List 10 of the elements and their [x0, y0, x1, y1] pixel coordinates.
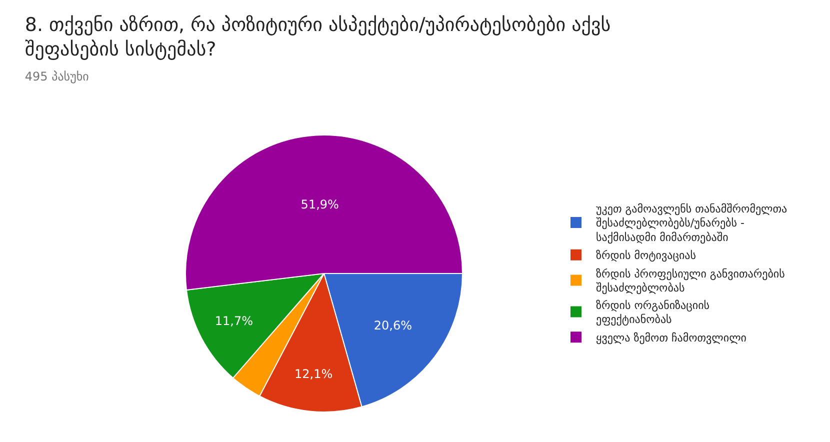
data-label: 11,7% — [214, 314, 254, 328]
data-label: 51,9% — [300, 197, 339, 212]
legend-label: ზრდის მოტივაციას — [596, 249, 696, 262]
legend-label: ზრდის ორგანიზაციის ეფექტიანობას — [596, 298, 710, 326]
legend-label: ყველა ზემოთ ჩამოთვლილი — [596, 331, 747, 344]
data-label: 20,6% — [374, 318, 412, 333]
chart-title: 8. თქვენი აზრით, რა პოზიტიური ასპექტები/უპირატესობები აქვს შეფასების სისტემას? — [24, 14, 611, 61]
data-label: 12,1% — [294, 366, 333, 381]
text: 495 პასუხი — [24, 69, 89, 84]
legend-label: უკეთ გამოავლენს თანამშრომელთა შესაძლებლობებს/უნარებს - საქმისადმი მიმართებაში — [596, 202, 788, 244]
